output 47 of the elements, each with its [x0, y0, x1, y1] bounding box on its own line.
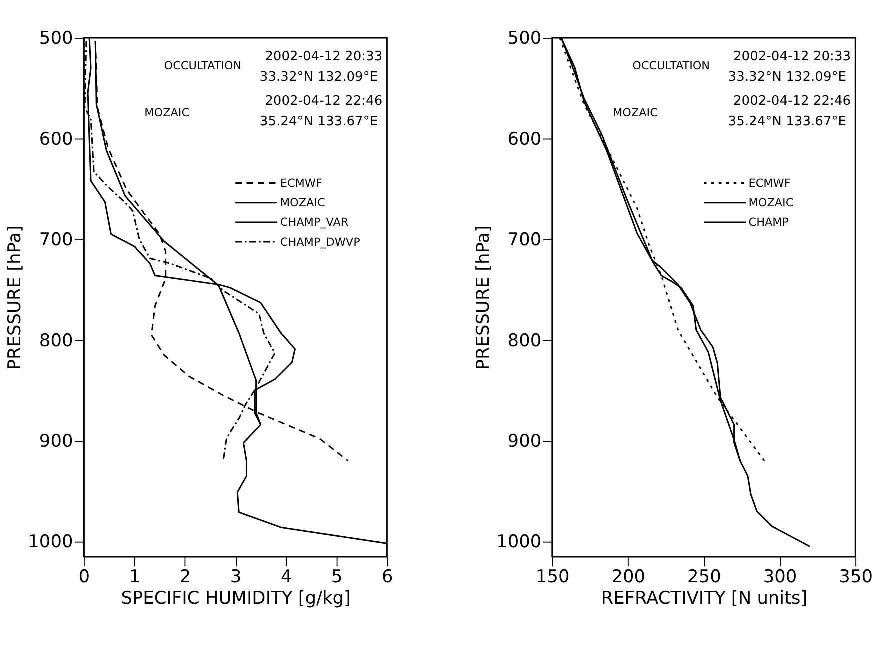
annotation: MOZAIC [613, 106, 658, 120]
x-tick-label: 6 [382, 567, 394, 588]
annotation: MOZAIC [144, 106, 190, 120]
x-tick-label: 3 [230, 567, 242, 588]
legend-label: MOZAIC [748, 196, 794, 210]
y-tick-label: 1000 [28, 532, 74, 553]
x-tick-label: 200 [612, 567, 646, 588]
annotation: 35.24°N 133.67°E [260, 114, 378, 130]
y-tick-label: 500 [39, 29, 74, 50]
x-tick-label: 2 [180, 567, 192, 588]
annotation: OCCULTATION [632, 60, 710, 73]
x-tick-label: 350 [839, 567, 873, 588]
x-axis-title: SPECIFIC HUMIDITY [g/kg] [121, 588, 351, 609]
x-tick-label: 5 [332, 567, 343, 588]
legend-label: CHAMP [748, 216, 790, 230]
annotation: OCCULTATION [164, 60, 242, 73]
x-tick-label: 4 [280, 567, 292, 588]
legend-label: ECMWF [280, 177, 322, 190]
legend-label: CHAMP_VAR [280, 216, 349, 230]
annotation: 2002-04-12 20:33 [733, 49, 852, 64]
x-tick-label: 250 [688, 567, 722, 588]
y-tick-label: 800 [508, 331, 542, 352]
annotation: 2002-04-12 22:46 [733, 94, 852, 110]
y-axis-title: PRESSURE [hPa] [6, 226, 26, 370]
annotation: 33.32°N 132.09°E [260, 70, 378, 85]
x-tick-label: 1 [129, 567, 141, 588]
annotation: 33.32°N 132.09°E [728, 70, 847, 85]
x-tick-label: 0 [78, 567, 90, 588]
annotation: 35.24°N 133.67°E [728, 114, 847, 130]
y-tick-label: 1000 [496, 532, 542, 553]
x-tick-label: 150 [536, 567, 570, 588]
y-tick-label: 900 [508, 432, 542, 452]
y-tick-label: 800 [39, 331, 74, 352]
y-tick-label: 700 [39, 230, 74, 251]
y-tick-label: 900 [39, 432, 74, 452]
y-tick-label: 600 [508, 130, 542, 150]
annotation: 2002-04-12 22:46 [265, 94, 383, 110]
legend-label: MOZAIC [280, 196, 326, 210]
x-axis-title: REFRACTIVITY [N units] [601, 588, 808, 609]
y-tick-label: 500 [508, 29, 542, 50]
annotation: 2002-04-12 20:33 [265, 49, 383, 64]
y-tick-label: 600 [39, 130, 74, 150]
x-tick-label: 300 [763, 567, 798, 588]
legend-label: ECMWF [748, 177, 791, 190]
legend-label: CHAMP_DWVP [280, 236, 361, 249]
y-tick-label: 700 [508, 230, 542, 251]
y-axis-title: PRESSURE [hPa] [474, 226, 494, 370]
